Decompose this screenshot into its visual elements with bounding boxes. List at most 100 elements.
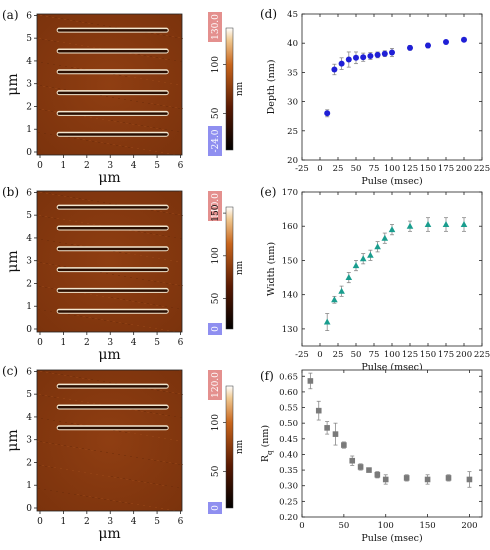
afm-texture [171, 486, 173, 487]
x-tick-label: -25 [295, 164, 309, 174]
x-tick-label: 6 [178, 161, 184, 171]
afm-texture [50, 134, 52, 135]
data-point [424, 221, 432, 228]
afm-texture [48, 287, 50, 288]
afm-texture [157, 460, 159, 461]
afm-texture [93, 224, 95, 225]
afm-texture [140, 78, 142, 79]
afm-texture [168, 59, 170, 60]
afm-texture [88, 449, 90, 450]
afm-texture [44, 133, 46, 134]
written-line-groove [57, 385, 168, 388]
afm-texture [55, 88, 57, 89]
panel-label: (f) [260, 369, 274, 383]
afm-texture [154, 281, 156, 282]
afm-texture [126, 300, 128, 301]
afm-texture [68, 314, 70, 315]
afm-texture [129, 123, 131, 124]
y-tick-label: 170 [282, 188, 298, 198]
y-tick-label: 0.35 [279, 466, 298, 476]
data-point [366, 467, 372, 473]
x-tick-label: 50 [338, 521, 349, 531]
afm-texture [168, 415, 170, 416]
afm-texture [104, 143, 106, 144]
colorbar-max-label: 130.0 [211, 14, 221, 40]
afm-texture [79, 377, 81, 378]
afm-texture [66, 469, 68, 470]
afm-texture [70, 197, 72, 198]
afm-texture [95, 497, 97, 498]
afm-texture [39, 394, 41, 395]
afm-texture [67, 196, 69, 197]
afm-texture [64, 89, 66, 90]
afm-texture [79, 21, 81, 22]
afm-texture [115, 204, 117, 205]
x-tick-label: 3 [107, 338, 113, 348]
afm-texture [40, 262, 42, 263]
afm-texture [41, 62, 43, 63]
afm-texture [156, 413, 158, 414]
afm-texture [128, 76, 130, 77]
afm-texture [155, 151, 157, 152]
afm-texture [179, 14, 181, 15]
afm-texture [37, 262, 39, 263]
x-tick-label: 175 [438, 164, 454, 174]
y-tick-label: 3 [26, 436, 32, 446]
afm-texture [48, 217, 50, 218]
y-tick-label: 5 [26, 34, 32, 44]
written-line-groove [57, 289, 168, 292]
afm-texture [51, 217, 53, 218]
panel-label: (a) [2, 8, 19, 22]
afm-texture [89, 317, 91, 318]
colorbar-tick-label: 100 [211, 56, 221, 73]
x-tick-label: 125 [402, 350, 418, 360]
data-point [338, 60, 345, 67]
written-line-groove [57, 133, 168, 136]
afm-texture [47, 419, 49, 420]
afm-texture [118, 275, 120, 276]
afm-texture [116, 322, 118, 323]
afm-texture [85, 378, 87, 379]
afm-texture [70, 20, 72, 21]
afm-texture [169, 462, 171, 463]
afm-texture [129, 53, 131, 54]
y-axis-label: Rq (nm) [260, 425, 274, 462]
afm-texture [77, 68, 79, 69]
afm-texture [178, 464, 180, 465]
afm-texture [61, 18, 63, 19]
afm-texture [91, 379, 93, 380]
afm-texture [128, 503, 130, 504]
afm-texture [102, 119, 104, 120]
afm-texture [174, 60, 176, 61]
afm-texture [51, 467, 53, 468]
y-tick-label: 1 [26, 302, 32, 312]
afm-texture [153, 234, 155, 235]
afm-texture [55, 444, 57, 445]
afm-texture [163, 105, 165, 106]
afm-texture [120, 122, 122, 123]
colorbar-max-box [208, 370, 222, 400]
afm-texture [167, 153, 169, 154]
afm-texture [83, 495, 85, 496]
x-tick-label: 0 [37, 517, 43, 527]
data-point [360, 54, 367, 61]
afm-texture [41, 418, 43, 419]
afm-texture [61, 445, 63, 446]
afm-texture [178, 393, 180, 394]
afm-texture [113, 430, 115, 431]
afm-texture [125, 76, 127, 77]
afm-texture [162, 58, 164, 59]
x-tick-label: 150 [420, 350, 436, 360]
afm-texture [153, 57, 155, 58]
afm-texture [61, 89, 63, 90]
afm-texture [157, 34, 159, 35]
afm-texture [59, 242, 61, 243]
afm-texture [165, 236, 167, 237]
afm-texture [135, 231, 137, 232]
afm-texture [48, 110, 50, 111]
afm-texture [161, 152, 163, 153]
afm-texture [104, 320, 106, 321]
afm-texture [152, 436, 154, 437]
afm-texture [111, 120, 113, 121]
y-tick-label: 6 [26, 188, 32, 198]
